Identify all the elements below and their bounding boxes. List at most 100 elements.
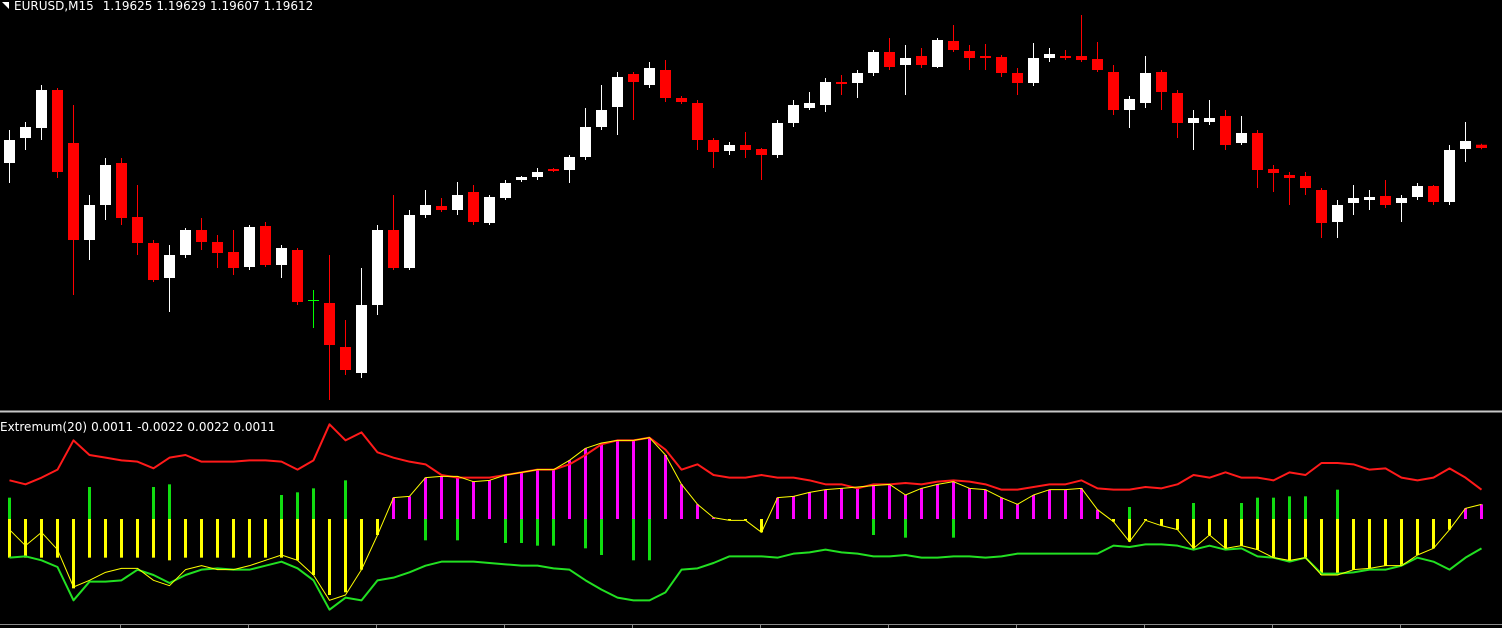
histogram-bar <box>184 519 187 558</box>
candle-body <box>644 68 655 85</box>
candle-body <box>420 205 431 215</box>
candle-body <box>660 70 671 98</box>
indicator-value: -0.0022 <box>137 420 183 434</box>
histogram-bar <box>552 519 555 546</box>
histogram-bar <box>232 519 235 558</box>
histogram-bar <box>1048 489 1051 519</box>
histogram-bar <box>152 519 155 558</box>
histogram-bar <box>840 488 843 519</box>
histogram-bar <box>664 455 667 519</box>
histogram-bar <box>1288 519 1291 561</box>
candle-body <box>36 90 47 128</box>
histogram-bar <box>8 497 11 519</box>
histogram-bar <box>216 519 219 558</box>
candle-body <box>340 347 351 370</box>
candle-body <box>868 52 879 73</box>
histogram-bar <box>712 517 715 519</box>
open-value: 1.19625 <box>103 0 153 13</box>
histogram-bar <box>312 519 315 575</box>
histogram-bar <box>632 519 635 561</box>
histogram-bar <box>168 484 171 519</box>
histogram-bar <box>344 519 347 593</box>
histogram-bar <box>408 496 411 519</box>
histogram-bar <box>872 519 875 535</box>
candle-body <box>276 248 287 265</box>
candle-body <box>452 195 463 210</box>
histogram-bar <box>440 476 443 519</box>
indicator-line <box>9 437 1482 601</box>
histogram-bar <box>1112 519 1115 522</box>
candle-body <box>100 165 111 205</box>
histogram-bar <box>1288 496 1291 519</box>
candle-body <box>228 252 239 268</box>
histogram-bar <box>344 480 347 519</box>
histogram-bar <box>984 489 987 519</box>
histogram-bar <box>296 492 299 519</box>
histogram-bar <box>376 519 379 535</box>
histogram-bar <box>1464 508 1467 519</box>
histogram-bar <box>1016 504 1019 519</box>
candle-body <box>756 149 767 155</box>
histogram-bar <box>536 469 539 519</box>
histogram-bar <box>472 481 475 519</box>
candle-body <box>916 56 927 65</box>
histogram-bar <box>1432 519 1435 549</box>
candle-body <box>532 172 543 177</box>
candle-body <box>708 140 719 152</box>
candle-body <box>260 226 271 265</box>
histogram-bar <box>392 497 395 519</box>
candle-body <box>20 127 31 138</box>
candle-body <box>1076 56 1087 60</box>
candle-body <box>772 123 783 155</box>
histogram-bar <box>1480 504 1483 519</box>
histogram-bar <box>584 519 587 549</box>
candle-body <box>1364 197 1375 200</box>
candle-body <box>804 103 815 108</box>
histogram-bar <box>104 519 107 558</box>
histogram-bar <box>936 484 939 519</box>
candle-body <box>52 90 63 172</box>
candle-body <box>500 183 511 198</box>
candle-body <box>292 250 303 302</box>
histogram-bar <box>488 480 491 519</box>
histogram-bar <box>136 519 139 558</box>
symbol-title: EURUSD,M15 <box>14 0 94 13</box>
candle-body <box>324 303 335 345</box>
histogram-bar <box>1240 503 1243 519</box>
histogram-bar <box>600 443 603 519</box>
candle-body <box>900 58 911 65</box>
histogram-bar <box>1448 519 1451 530</box>
histogram-bar <box>296 519 299 561</box>
candle-body <box>1380 196 1391 205</box>
histogram-bar <box>1128 519 1131 542</box>
histogram-bar <box>1240 519 1243 546</box>
histogram-bar <box>360 519 363 570</box>
histogram-bar <box>872 485 875 519</box>
histogram-bar <box>648 519 651 561</box>
candle-body <box>212 242 223 253</box>
candle-body <box>820 82 831 105</box>
histogram-bar <box>696 504 699 519</box>
candle-body <box>1268 169 1279 173</box>
candle-body <box>1252 133 1263 170</box>
candle-body <box>724 145 735 151</box>
candle-body <box>468 192 479 222</box>
candle-body <box>884 52 895 67</box>
candle-body <box>1412 186 1423 197</box>
candle-body <box>404 215 415 268</box>
indicator-line <box>9 543 1483 611</box>
candle-body <box>852 73 863 83</box>
candle-body <box>116 163 127 218</box>
candle-body <box>68 143 79 240</box>
histogram-bar <box>952 481 955 519</box>
candle-body <box>132 217 143 243</box>
candle-body <box>996 57 1007 73</box>
histogram-bar <box>1256 497 1259 519</box>
histogram-bar <box>568 460 571 519</box>
histogram-bar <box>200 519 203 558</box>
candle-body <box>164 255 175 278</box>
histogram-bar <box>280 519 283 558</box>
histogram-bar <box>888 484 891 519</box>
histogram-bar <box>536 519 539 546</box>
